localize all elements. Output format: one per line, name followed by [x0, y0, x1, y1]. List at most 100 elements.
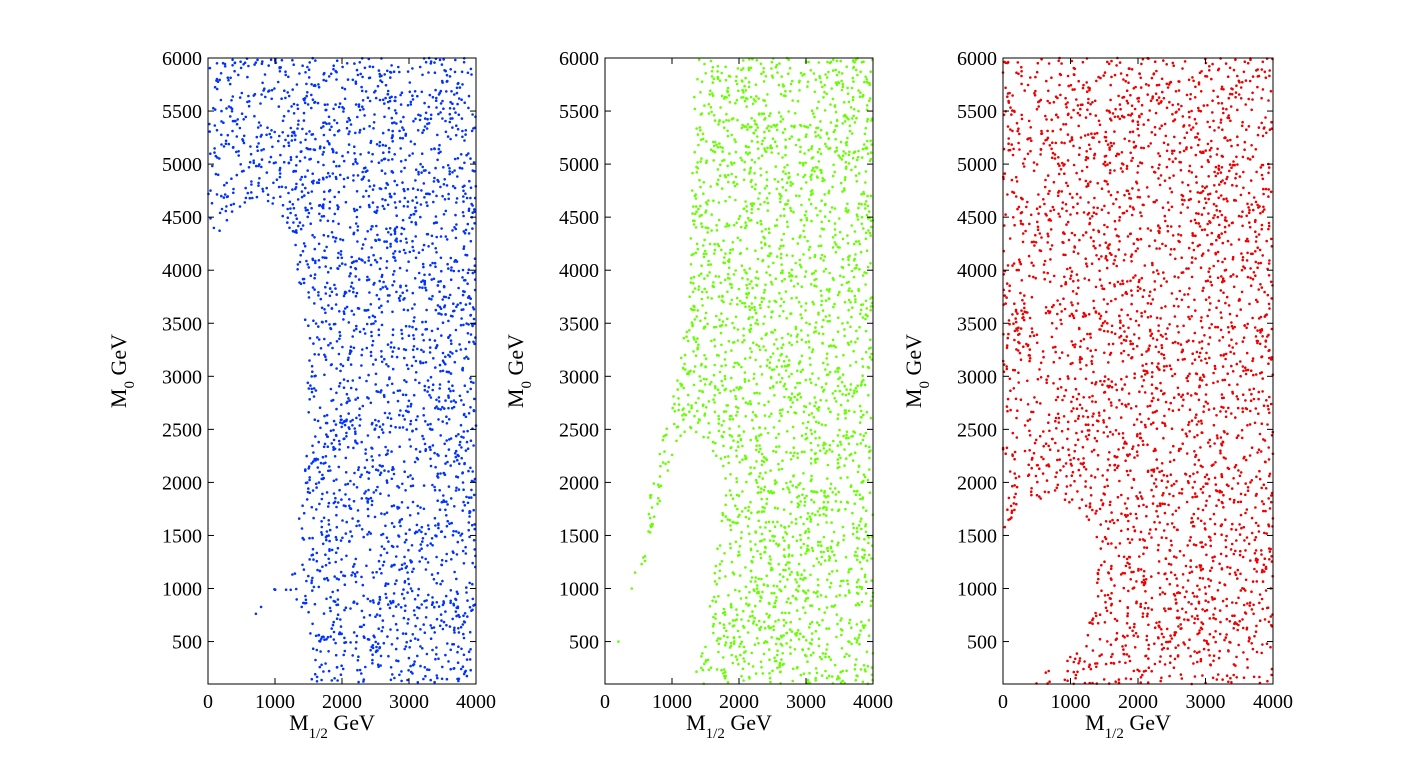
scatter-point	[785, 450, 788, 454]
scatter-point	[852, 59, 855, 62]
scatter-point	[462, 403, 466, 407]
scatter-point	[825, 521, 828, 524]
scatter-point	[441, 321, 445, 325]
scatter-point	[439, 369, 442, 373]
scatter-point	[356, 659, 360, 662]
scatter-point	[223, 65, 227, 68]
scatter-point	[728, 542, 732, 546]
scatter-point	[808, 671, 811, 675]
scatter-point	[325, 638, 328, 641]
scatter-point	[820, 220, 823, 224]
scatter-point	[813, 396, 816, 399]
scatter-point	[382, 393, 386, 397]
scatter-point	[694, 226, 698, 229]
scatter-point	[693, 150, 696, 154]
scatter-point	[391, 273, 395, 276]
scatter-point	[292, 63, 296, 66]
scatter-point	[292, 112, 296, 115]
scatter-point	[328, 549, 331, 553]
scatter-point	[320, 477, 324, 481]
scatter-point	[444, 454, 448, 458]
scatter-point	[240, 91, 244, 95]
scatter-point	[741, 458, 744, 462]
scatter-point	[438, 383, 442, 386]
scatter-point	[754, 478, 758, 482]
scatter-point	[758, 599, 762, 603]
scatter-point	[328, 323, 331, 326]
scatter-point	[437, 522, 440, 525]
scatter-point	[330, 627, 334, 630]
scatter-point	[452, 603, 456, 607]
scatter-point	[843, 300, 847, 304]
scatter-point	[723, 613, 727, 616]
scatter-point	[830, 206, 834, 209]
scatter-point	[448, 172, 452, 176]
scatter-point	[292, 102, 296, 106]
scatter-point	[823, 193, 826, 196]
scatter-point	[222, 196, 226, 199]
scatter-point	[426, 192, 430, 195]
scatter-point	[864, 329, 868, 333]
scatter-point	[738, 385, 742, 389]
scatter-point	[740, 68, 743, 72]
scatter-point	[782, 94, 786, 97]
scatter-point	[461, 471, 464, 475]
scatter-point	[335, 478, 338, 481]
scatter-point	[863, 475, 867, 479]
scatter-point	[362, 327, 366, 331]
scatter-point	[471, 561, 475, 565]
scatter-point	[860, 222, 864, 226]
scatter-point	[408, 646, 412, 649]
scatter-point	[791, 667, 795, 671]
scatter-point	[448, 334, 452, 337]
scatter-point	[730, 298, 734, 302]
scatter-point	[460, 647, 463, 651]
scatter-point	[796, 242, 800, 245]
scatter-point	[836, 458, 840, 461]
scatter-point	[743, 168, 746, 171]
scatter-point	[465, 674, 469, 678]
scatter-point	[215, 128, 219, 132]
scatter-point	[810, 147, 813, 150]
scatter-point	[868, 355, 872, 359]
scatter-point	[315, 648, 319, 652]
scatter-point	[844, 457, 848, 460]
scatter-point	[798, 258, 802, 262]
scatter-point	[422, 407, 426, 410]
scatter-point	[411, 98, 415, 101]
scatter-point	[717, 201, 721, 204]
scatter-point	[271, 202, 275, 205]
scatter-point	[782, 575, 785, 578]
scatter-point	[346, 379, 350, 383]
scatter-point	[366, 500, 369, 503]
scatter-point	[451, 643, 454, 646]
scatter-point	[807, 248, 811, 251]
scatter-point	[693, 95, 696, 99]
scatter-point	[424, 60, 428, 64]
scatter-point	[291, 188, 294, 191]
scatter-point	[329, 429, 333, 433]
scatter-point	[454, 401, 458, 404]
scatter-point	[784, 621, 788, 624]
scatter-point	[411, 67, 414, 70]
scatter-point	[735, 75, 738, 78]
scatter-point	[262, 148, 266, 151]
scatter-point	[755, 444, 758, 448]
scatter-point	[430, 234, 434, 238]
scatter-point	[791, 237, 795, 241]
scatter-point	[458, 440, 462, 444]
scatter-point	[705, 140, 708, 143]
scatter-point	[307, 610, 310, 614]
scatter-point	[822, 270, 826, 273]
scatter-point	[470, 523, 474, 527]
scatter-point	[374, 468, 378, 472]
scatter-point	[330, 231, 334, 234]
scatter-point	[864, 350, 868, 354]
scatter-point	[378, 72, 382, 76]
scatter-point	[431, 190, 435, 193]
scatter-point	[380, 169, 384, 172]
scatter-point	[822, 500, 826, 504]
scatter-point	[310, 581, 313, 585]
scatter-point	[435, 235, 439, 239]
scatter-point	[807, 589, 810, 592]
